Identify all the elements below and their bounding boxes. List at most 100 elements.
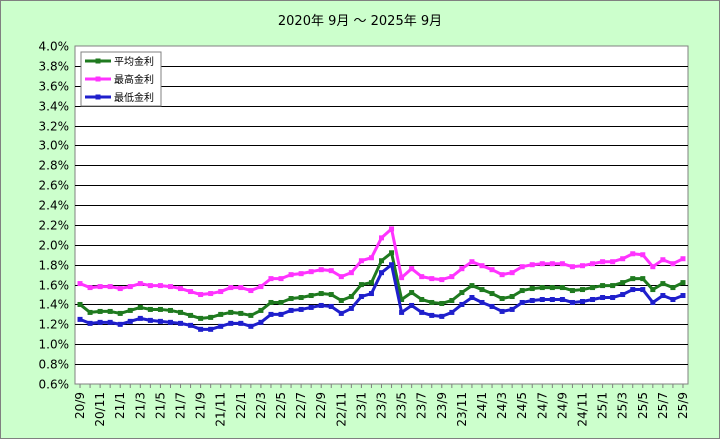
data-point [328, 303, 334, 309]
legend-label: 最高金利 [114, 73, 154, 86]
x-tick-label: 20/9 [73, 392, 87, 419]
data-point [379, 270, 384, 276]
x-tick-label: 21/11 [214, 392, 228, 427]
data-point [389, 250, 395, 256]
data-point [459, 290, 465, 296]
data-point [610, 259, 616, 265]
y-tick-label: 1.8% [39, 259, 70, 273]
data-point [127, 284, 133, 290]
data-point [268, 276, 274, 282]
data-point [208, 291, 214, 297]
data-point [660, 293, 666, 299]
data-point [489, 267, 495, 273]
data-point [248, 288, 254, 294]
data-point [610, 295, 616, 301]
x-tick-label: 25/7 [656, 392, 670, 419]
data-point [268, 299, 274, 305]
y-tick-label: 3.8% [39, 60, 70, 74]
x-tick-label: 21/9 [194, 392, 208, 419]
data-point [449, 309, 455, 315]
data-point [137, 315, 143, 321]
data-point [670, 297, 676, 302]
data-point [660, 281, 666, 287]
data-point [409, 290, 415, 296]
data-point [167, 307, 173, 313]
data-point [298, 306, 304, 312]
data-point [449, 297, 455, 303]
data-point [328, 268, 334, 274]
x-tick-label: 22/7 [294, 392, 308, 419]
data-point [348, 270, 354, 276]
data-point [318, 291, 324, 297]
data-point [147, 317, 153, 323]
data-point [167, 284, 173, 290]
x-tick-label: 24/1 [475, 392, 489, 419]
data-point [429, 312, 435, 318]
x-tick-label: 23/7 [415, 392, 429, 419]
data-point [278, 311, 284, 317]
data-point [529, 262, 535, 268]
data-point [278, 276, 284, 282]
data-point [519, 288, 525, 294]
data-point [549, 297, 555, 302]
data-point [429, 276, 435, 282]
data-point [600, 283, 606, 289]
data-point [208, 314, 214, 320]
data-point [308, 304, 314, 310]
y-tick-label: 3.2% [39, 120, 70, 134]
data-point [489, 303, 495, 309]
data-point [559, 297, 565, 302]
y-tick-label: 1.0% [39, 338, 70, 352]
data-point [379, 235, 384, 241]
data-point [188, 312, 194, 318]
data-point [157, 283, 163, 289]
data-point [147, 306, 153, 312]
x-tick-label: 21/5 [153, 392, 167, 419]
x-tick-label: 22/3 [254, 392, 268, 419]
data-point [308, 269, 314, 275]
x-tick-label: 23/11 [455, 392, 469, 427]
data-point [87, 285, 93, 291]
data-point [218, 289, 224, 295]
data-point [298, 271, 304, 277]
data-point [338, 310, 344, 316]
y-tick-label: 0.6% [39, 378, 70, 392]
x-tick-label: 21/7 [174, 392, 188, 419]
x-tick-label: 21/3 [133, 392, 147, 419]
y-tick-label: 1.2% [39, 318, 70, 332]
data-point [77, 281, 83, 287]
data-point [680, 256, 686, 262]
data-point [630, 251, 636, 257]
x-tick-label: 25/1 [596, 392, 610, 419]
y-tick-label: 2.0% [39, 239, 70, 253]
data-point [389, 262, 395, 268]
data-point [419, 309, 425, 315]
x-tick-label: 22/11 [334, 392, 348, 427]
data-point [238, 310, 244, 316]
y-tick-label: 2.6% [39, 179, 70, 193]
data-point [509, 306, 515, 312]
data-point [539, 285, 545, 291]
data-point [348, 294, 354, 300]
data-point [137, 281, 143, 287]
data-point [559, 285, 565, 291]
x-tick-label: 24/5 [515, 392, 529, 419]
data-point [680, 280, 686, 286]
data-point [459, 266, 465, 272]
data-point [258, 319, 264, 325]
data-point [248, 323, 254, 329]
data-point [288, 272, 294, 278]
series-1 [77, 250, 686, 321]
data-point [489, 291, 495, 297]
data-point [399, 309, 405, 315]
data-point [188, 322, 194, 328]
data-point [358, 294, 364, 300]
data-point [399, 297, 405, 302]
data-point [97, 319, 103, 325]
data-point [198, 292, 204, 298]
x-tick-label: 25/9 [676, 392, 690, 419]
y-tick-label: 1.4% [39, 298, 70, 312]
data-point [97, 308, 103, 314]
